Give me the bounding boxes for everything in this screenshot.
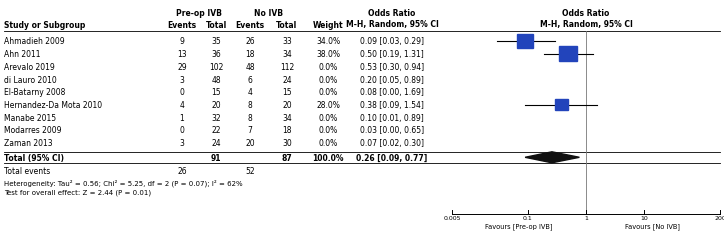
Text: Ahn 2011: Ahn 2011 <box>4 50 41 59</box>
FancyBboxPatch shape <box>517 35 533 49</box>
Text: 0.0%: 0.0% <box>319 63 337 72</box>
FancyBboxPatch shape <box>560 47 578 62</box>
Text: 10: 10 <box>640 216 648 221</box>
Text: 0.20 [0.05, 0.89]: 0.20 [0.05, 0.89] <box>360 75 424 84</box>
Text: 28.0%: 28.0% <box>316 100 340 109</box>
Text: 34.0%: 34.0% <box>316 37 340 46</box>
Text: 1: 1 <box>180 113 185 122</box>
Text: 18: 18 <box>245 50 255 59</box>
Text: 0.08 [0.00, 1.69]: 0.08 [0.00, 1.69] <box>360 88 424 97</box>
Text: 52: 52 <box>245 167 255 176</box>
Text: Test for overall effect: Z = 2.44 (P = 0.01): Test for overall effect: Z = 2.44 (P = 0… <box>4 189 151 195</box>
Text: 87: 87 <box>282 153 292 162</box>
Text: El-Batarny 2008: El-Batarny 2008 <box>4 88 65 97</box>
Text: 0.38 [0.09, 1.54]: 0.38 [0.09, 1.54] <box>360 100 424 109</box>
Text: Total (95% CI): Total (95% CI) <box>4 153 64 162</box>
Text: 4: 4 <box>180 100 185 109</box>
Text: 0.1: 0.1 <box>523 216 533 221</box>
Text: Modarres 2009: Modarres 2009 <box>4 126 62 135</box>
Text: 38.0%: 38.0% <box>316 50 340 59</box>
Text: Odds Ratio: Odds Ratio <box>563 9 610 18</box>
Text: 0.03 [0.00, 0.65]: 0.03 [0.00, 0.65] <box>360 126 424 135</box>
Text: 0: 0 <box>180 88 185 97</box>
Text: M-H, Random, 95% CI: M-H, Random, 95% CI <box>539 20 633 29</box>
Text: Manabe 2015: Manabe 2015 <box>4 113 56 122</box>
Text: 20: 20 <box>211 100 221 109</box>
Text: 0.0%: 0.0% <box>319 88 337 97</box>
Text: 24: 24 <box>282 75 292 84</box>
Text: 33: 33 <box>282 37 292 46</box>
Text: Total: Total <box>277 20 298 29</box>
Text: Favours [Pre-op IVB]: Favours [Pre-op IVB] <box>485 222 552 229</box>
Text: 29: 29 <box>177 63 187 72</box>
Text: Events: Events <box>235 20 264 29</box>
Text: Total: Total <box>206 20 227 29</box>
Text: 8: 8 <box>248 113 253 122</box>
Text: Zaman 2013: Zaman 2013 <box>4 139 53 147</box>
Text: 26: 26 <box>245 37 255 46</box>
Text: Hernandez-Da Mota 2010: Hernandez-Da Mota 2010 <box>4 100 102 109</box>
Text: 0.07 [0.02, 0.30]: 0.07 [0.02, 0.30] <box>360 139 424 147</box>
Text: 35: 35 <box>211 37 221 46</box>
Text: 13: 13 <box>177 50 187 59</box>
Text: 0.10 [0.01, 0.89]: 0.10 [0.01, 0.89] <box>360 113 424 122</box>
Text: 91: 91 <box>211 153 222 162</box>
FancyBboxPatch shape <box>555 99 568 111</box>
Text: 8: 8 <box>248 100 253 109</box>
Text: 15: 15 <box>211 88 221 97</box>
Text: 30: 30 <box>282 139 292 147</box>
Text: 0.0%: 0.0% <box>319 113 337 122</box>
Text: Total events: Total events <box>4 167 50 176</box>
Text: 3: 3 <box>180 75 185 84</box>
Text: 20: 20 <box>245 139 255 147</box>
Text: 3: 3 <box>180 139 185 147</box>
Text: 0.0%: 0.0% <box>319 126 337 135</box>
Text: 112: 112 <box>280 63 294 72</box>
Text: 0: 0 <box>180 126 185 135</box>
Text: 48: 48 <box>245 63 255 72</box>
Text: M-H, Random, 95% CI: M-H, Random, 95% CI <box>345 20 439 29</box>
Text: 26: 26 <box>177 167 187 176</box>
Text: 36: 36 <box>211 50 221 59</box>
Text: 102: 102 <box>209 63 223 72</box>
Text: 4: 4 <box>248 88 253 97</box>
Text: Heterogeneity: Tau² = 0.56; Chi² = 5.25, df = 2 (P = 0.07); I² = 62%: Heterogeneity: Tau² = 0.56; Chi² = 5.25,… <box>4 179 243 186</box>
Text: 7: 7 <box>248 126 253 135</box>
Text: 0.0%: 0.0% <box>319 139 337 147</box>
Text: 18: 18 <box>282 126 292 135</box>
Text: 1: 1 <box>584 216 588 221</box>
Text: 100.0%: 100.0% <box>312 153 344 162</box>
Text: 0.005: 0.005 <box>443 216 460 221</box>
Text: 24: 24 <box>211 139 221 147</box>
Text: Pre-op IVB: Pre-op IVB <box>176 9 222 18</box>
Text: Study or Subgroup: Study or Subgroup <box>4 20 85 29</box>
Text: 20: 20 <box>282 100 292 109</box>
Text: 32: 32 <box>211 113 221 122</box>
Text: 200: 200 <box>714 216 724 221</box>
Text: 0.09 [0.03, 0.29]: 0.09 [0.03, 0.29] <box>360 37 424 46</box>
Text: 0.0%: 0.0% <box>319 75 337 84</box>
Text: No IVB: No IVB <box>254 9 283 18</box>
Text: Ahmadieh 2009: Ahmadieh 2009 <box>4 37 64 46</box>
Text: Odds Ratio: Odds Ratio <box>369 9 416 18</box>
Text: 9: 9 <box>180 37 185 46</box>
Text: 48: 48 <box>211 75 221 84</box>
Text: 0.50 [0.19, 1.31]: 0.50 [0.19, 1.31] <box>360 50 424 59</box>
Text: Events: Events <box>167 20 196 29</box>
Text: 34: 34 <box>282 50 292 59</box>
Text: 22: 22 <box>211 126 221 135</box>
Text: Arevalo 2019: Arevalo 2019 <box>4 63 55 72</box>
Text: 0.53 [0.30, 0.94]: 0.53 [0.30, 0.94] <box>360 63 424 72</box>
Text: 15: 15 <box>282 88 292 97</box>
Text: 6: 6 <box>248 75 253 84</box>
Text: 34: 34 <box>282 113 292 122</box>
Text: Favours [No IVB]: Favours [No IVB] <box>626 222 681 229</box>
Polygon shape <box>525 152 579 163</box>
Text: Weight: Weight <box>313 20 343 29</box>
Text: 0.26 [0.09, 0.77]: 0.26 [0.09, 0.77] <box>356 153 428 162</box>
Text: di Lauro 2010: di Lauro 2010 <box>4 75 56 84</box>
